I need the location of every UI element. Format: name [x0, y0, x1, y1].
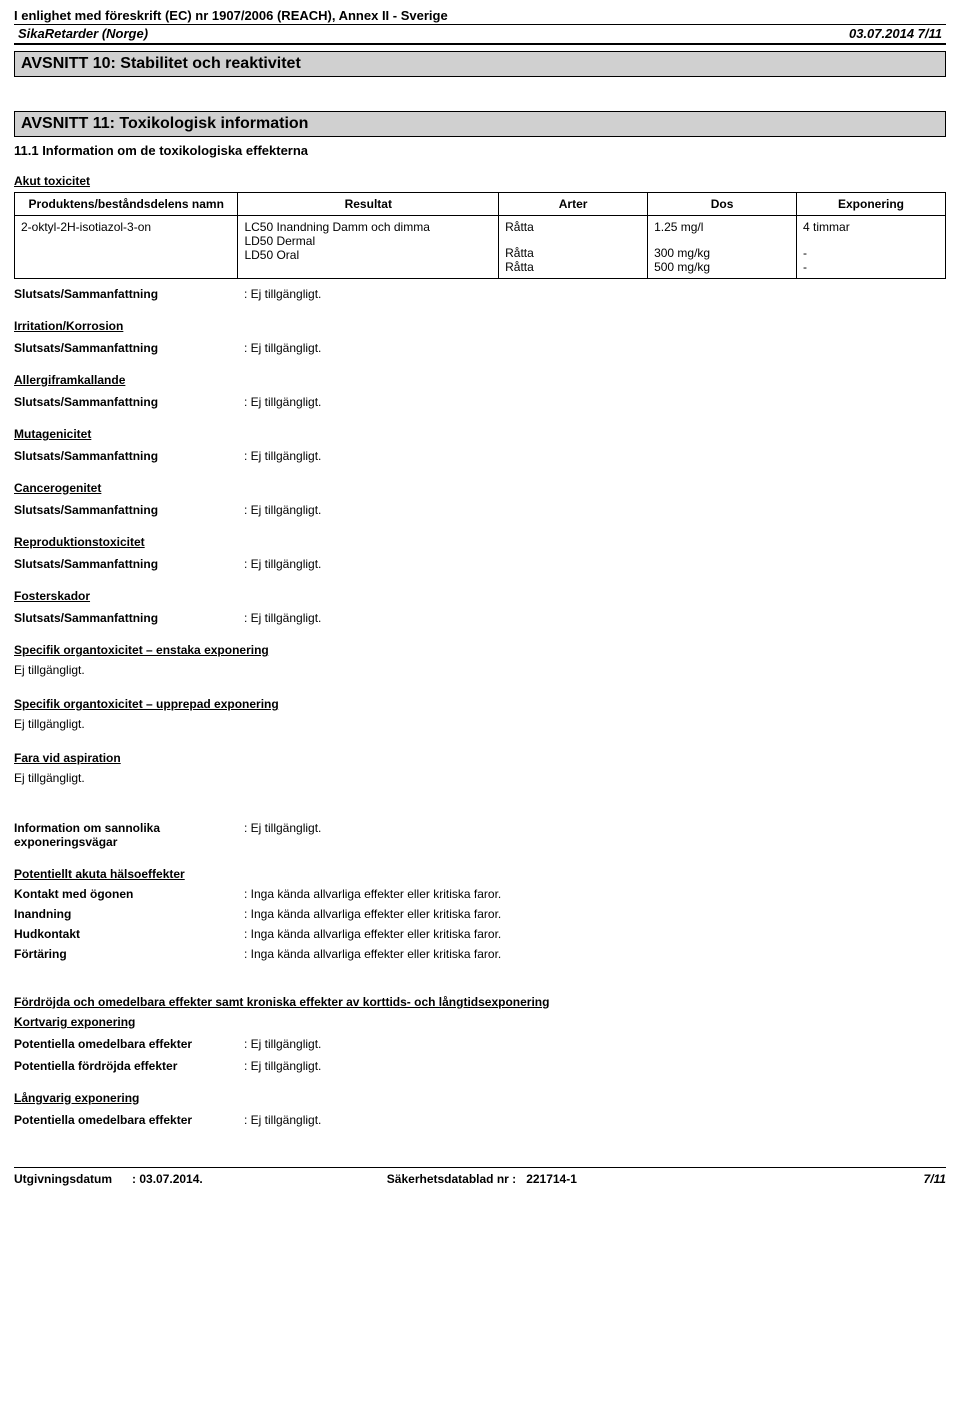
res-line: LC50 Inandning Damm och dimma — [244, 220, 492, 234]
eye-val: Inga kända allvarliga effekter eller kri… — [244, 887, 501, 901]
res-line: LD50 Dermal — [244, 234, 492, 248]
skin-val: Inga kända allvarliga effekter eller kri… — [244, 927, 501, 941]
eye-label: Kontakt med ögonen — [14, 887, 244, 901]
exp-line: - — [803, 246, 939, 260]
arter-line: Råtta — [505, 260, 641, 274]
slutsats-val: Ej tillgängligt. — [244, 395, 321, 409]
aspiration-title: Fara vid aspiration — [14, 751, 121, 765]
info-route-val: Ej tillgängligt. — [244, 821, 321, 849]
sds-label: Säkerhetsdatablad nr : — [387, 1172, 516, 1186]
section11-title: AVSNITT 11: Toxikologisk information — [14, 111, 946, 137]
slutsats-row: Slutsats/Sammanfattning Ej tillgängligt. — [14, 341, 946, 355]
delayed-row: Potentiella fördröjda effekter Ej tillgä… — [14, 1059, 946, 1073]
stot-single-title: Specifik organtoxicitet – enstaka expone… — [14, 643, 269, 657]
stot-repeat-title: Specifik organtoxicitet – upprepad expon… — [14, 697, 279, 711]
slutsats-val: Ej tillgängligt. — [244, 341, 321, 355]
slutsats-row: Slutsats/Sammanfattning Ej tillgängligt. — [14, 611, 946, 625]
dos-line: 1.25 mg/l — [654, 220, 790, 234]
not-avail: Ej tillgängligt. — [14, 663, 946, 677]
not-avail: Ej tillgängligt. — [14, 717, 946, 731]
th-dos: Dos — [648, 193, 797, 216]
slutsats-row: Slutsats/Sammanfattning Ej tillgängligt. — [14, 503, 946, 517]
th-exponering: Exponering — [797, 193, 946, 216]
slutsats-val: Ej tillgängligt. — [244, 611, 321, 625]
dos-line: 500 mg/kg — [654, 260, 790, 274]
section10-title: AVSNITT 10: Stabilitet och reaktivitet — [14, 51, 946, 77]
slutsats-val: Ej tillgängligt. — [244, 449, 321, 463]
product-name: SikaRetarder (Norge) — [18, 26, 148, 41]
immediate-label: Potentiella omedelbara effekter — [14, 1113, 244, 1127]
slutsats-label: Slutsats/Sammanfattning — [14, 503, 244, 517]
arter-line: Råtta — [505, 246, 641, 260]
product-date-row: SikaRetarder (Norge) 03.07.2014 7/11 — [14, 25, 946, 45]
sds-val: 221714-1 — [526, 1172, 577, 1186]
inhale-row: Inandning Inga kända allvarliga effekter… — [14, 907, 946, 921]
slutsats-val: Ej tillgängligt. — [244, 287, 321, 301]
foster-title: Fosterskador — [14, 589, 90, 603]
immediate-val: Ej tillgängligt. — [244, 1113, 321, 1127]
issue-date-val: : 03.07.2014. — [132, 1172, 203, 1186]
tox-table: Produktens/beståndsdelens namn Resultat … — [14, 192, 946, 279]
slutsats-label: Slutsats/Sammanfattning — [14, 611, 244, 625]
exp-line: - — [803, 260, 939, 274]
ingest-label: Förtäring — [14, 947, 244, 961]
skin-label: Hudkontakt — [14, 927, 244, 941]
th-result: Resultat — [238, 193, 499, 216]
repro-title: Reproduktionstoxicitet — [14, 535, 145, 549]
pot-acute-title: Potentiellt akuta hälsoeffekter — [14, 867, 185, 881]
exp-line: 4 timmar — [803, 220, 939, 234]
immediate-row: Potentiella omedelbara effekter Ej tillg… — [14, 1037, 946, 1051]
cancer-title: Cancerogenitet — [14, 481, 101, 495]
cell-arter: Råtta Råtta Råtta — [499, 216, 648, 279]
cell-exp: 4 timmar - - — [797, 216, 946, 279]
table-row: 2-oktyl-2H-isotiazol-3-on LC50 Inandning… — [15, 216, 946, 279]
info-route-label: Information om sannolika exponeringsväga… — [14, 821, 244, 849]
slutsats-row: Slutsats/Sammanfattning Ej tillgängligt. — [14, 395, 946, 409]
inhale-val: Inga kända allvarliga effekter eller kri… — [244, 907, 501, 921]
slutsats-row: Slutsats/Sammanfattning Ej tillgängligt. — [14, 449, 946, 463]
slutsats-label: Slutsats/Sammanfattning — [14, 557, 244, 571]
sub-11-1: 11.1 Information om de toxikologiska eff… — [14, 143, 946, 158]
res-line: LD50 Oral — [244, 248, 492, 262]
dos-line: 300 mg/kg — [654, 246, 790, 260]
not-avail: Ej tillgängligt. — [14, 771, 946, 785]
eye-row: Kontakt med ögonen Inga kända allvarliga… — [14, 887, 946, 901]
ingest-val: Inga kända allvarliga effekter eller kri… — [244, 947, 501, 961]
page-num: 7/11 — [853, 1172, 946, 1186]
ingest-row: Förtäring Inga kända allvarliga effekter… — [14, 947, 946, 961]
delayed-title: Fördröjda och omedelbara effekter samt k… — [14, 995, 549, 1009]
delayed-val: Ej tillgängligt. — [244, 1059, 321, 1073]
date-page: 03.07.2014 7/11 — [849, 26, 942, 41]
th-arter: Arter — [499, 193, 648, 216]
slutsats-label: Slutsats/Sammanfattning — [14, 395, 244, 409]
long-exp-title: Långvarig exponering — [14, 1091, 139, 1105]
slutsats-row: Slutsats/Sammanfattning Ej tillgängligt. — [14, 287, 946, 301]
slutsats-val: Ej tillgängligt. — [244, 557, 321, 571]
slutsats-row: Slutsats/Sammanfattning Ej tillgängligt. — [14, 557, 946, 571]
short-exp-title: Kortvarig exponering — [14, 1015, 135, 1029]
inhale-label: Inandning — [14, 907, 244, 921]
cell-result: LC50 Inandning Damm och dimma LD50 Derma… — [238, 216, 499, 279]
irritation-title: Irritation/Korrosion — [14, 319, 123, 333]
immediate-val: Ej tillgängligt. — [244, 1037, 321, 1051]
slutsats-val: Ej tillgängligt. — [244, 503, 321, 517]
page-footer: Utgivningsdatum : 03.07.2014. Säkerhetsd… — [14, 1167, 946, 1186]
allergi-title: Allergiframkallande — [14, 373, 125, 387]
akut-toxicitet-title: Akut toxicitet — [14, 174, 90, 188]
issue-date-label: Utgivningsdatum — [14, 1172, 112, 1186]
info-route-row: Information om sannolika exponeringsväga… — [14, 821, 946, 849]
mutagen-title: Mutagenicitet — [14, 427, 91, 441]
arter-line: Råtta — [505, 220, 641, 234]
slutsats-label: Slutsats/Sammanfattning — [14, 341, 244, 355]
slutsats-label: Slutsats/Sammanfattning — [14, 287, 244, 301]
cell-dos: 1.25 mg/l 300 mg/kg 500 mg/kg — [648, 216, 797, 279]
cell-name: 2-oktyl-2H-isotiazol-3-on — [15, 216, 238, 279]
th-name: Produktens/beståndsdelens namn — [15, 193, 238, 216]
delayed-label: Potentiella fördröjda effekter — [14, 1059, 244, 1073]
immediate-row-long: Potentiella omedelbara effekter Ej tillg… — [14, 1113, 946, 1127]
regulation-line: I enlighet med föreskrift (EC) nr 1907/2… — [14, 8, 946, 25]
immediate-label: Potentiella omedelbara effekter — [14, 1037, 244, 1051]
skin-row: Hudkontakt Inga kända allvarliga effekte… — [14, 927, 946, 941]
slutsats-label: Slutsats/Sammanfattning — [14, 449, 244, 463]
